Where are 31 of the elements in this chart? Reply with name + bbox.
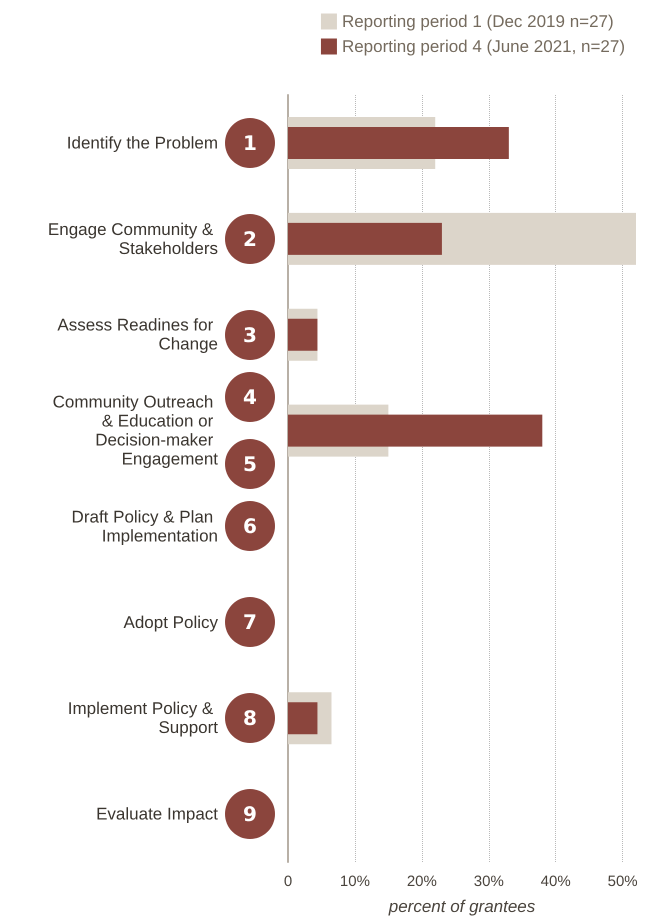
number-badge: 7 (225, 597, 275, 648)
bar (288, 318, 318, 351)
y-tick-label: Draft Policy & Plan Implementation (72, 507, 218, 546)
y-tick-label: Assess Readines for Change (57, 316, 218, 354)
x-axis-title: percent of grantees (388, 897, 536, 916)
number-badge: 6 (225, 501, 275, 552)
number-badge: 9 (225, 789, 275, 840)
number-badge: 3 (225, 310, 275, 360)
number-badge: 1 (225, 118, 275, 168)
y-tick-label: Adopt Policy (124, 612, 218, 632)
y-tick-label: Implement Policy & Support (68, 699, 218, 738)
bar (288, 702, 318, 734)
bar (288, 222, 442, 255)
x-tick-label: 10% (340, 873, 370, 890)
bar (288, 126, 509, 159)
number-badge: 5 (225, 439, 275, 490)
number-badge: 4 (225, 372, 275, 422)
legend-label: Reporting period 1 (Dec 2019 n=27) (342, 12, 614, 31)
number-badge: 8 (225, 693, 275, 744)
number-badge: 2 (225, 214, 275, 264)
y-tick-label: Identify the Problem (66, 133, 218, 152)
x-tick-label: 20% (406, 873, 437, 890)
legend-label: Reporting period 4 (June 2021, n=27) (342, 37, 626, 56)
y-tick-label: Engage Community & Stakeholders (48, 220, 218, 258)
bar (288, 414, 542, 447)
x-tick-label: 30% (474, 873, 504, 890)
x-tick-label: 40% (540, 873, 571, 890)
y-tick-label: Community Outreach & Education or Decision-maker Engagement (52, 392, 218, 469)
y-tick-label: Evaluate Impact (96, 804, 218, 824)
x-tick-label: 50% (608, 873, 638, 890)
x-tick-label: 0 (284, 873, 292, 890)
